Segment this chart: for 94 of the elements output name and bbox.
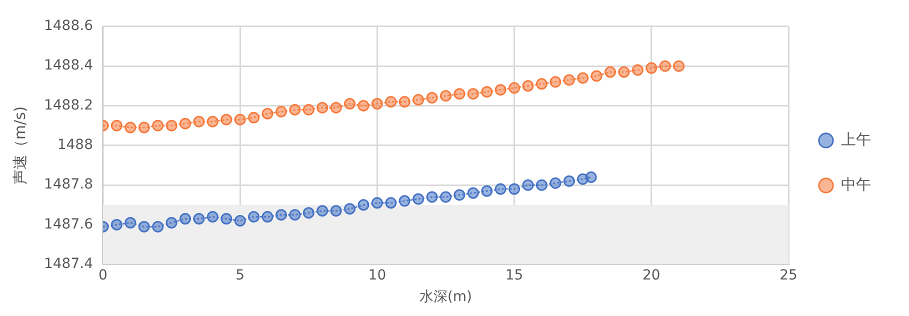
point <box>467 187 479 199</box>
point <box>385 197 397 209</box>
point <box>673 60 685 72</box>
point <box>398 96 410 108</box>
point <box>110 218 122 230</box>
y-tick-label: 1487.8 <box>44 176 93 193</box>
point <box>426 92 438 104</box>
point <box>302 104 314 116</box>
point <box>618 66 630 78</box>
point <box>494 183 506 195</box>
point <box>289 104 301 116</box>
point <box>508 183 520 195</box>
point <box>536 78 548 90</box>
point <box>481 86 493 98</box>
point <box>412 193 424 205</box>
y-tick-label: 1488.2 <box>44 97 93 114</box>
point <box>316 102 328 114</box>
point <box>590 70 602 82</box>
point <box>330 102 342 114</box>
point <box>248 112 260 124</box>
point <box>110 120 122 132</box>
point <box>467 88 479 100</box>
point <box>440 191 452 203</box>
point <box>344 203 356 215</box>
point <box>550 76 562 88</box>
point <box>344 98 356 110</box>
point <box>193 116 205 128</box>
y-tick-label: 1488 <box>57 137 93 154</box>
point <box>563 175 575 187</box>
point <box>536 179 548 191</box>
point <box>454 88 466 100</box>
point <box>152 220 164 232</box>
point <box>398 195 410 207</box>
point <box>316 205 328 217</box>
point <box>563 74 575 86</box>
point <box>508 82 520 94</box>
point <box>166 217 178 228</box>
point <box>522 179 534 191</box>
y-axis-title: 声速（m/s) <box>10 106 29 185</box>
point <box>371 197 383 209</box>
point <box>330 205 342 217</box>
point <box>206 211 218 223</box>
y-tick-label: 1488.6 <box>44 18 94 34</box>
point <box>522 80 534 92</box>
point <box>632 64 644 76</box>
point <box>138 122 150 134</box>
point <box>234 215 246 227</box>
x-tick-label: 25 <box>780 267 798 284</box>
legend-label: 中午 <box>841 175 871 194</box>
point <box>289 209 301 221</box>
point <box>659 60 671 72</box>
x-tick-label: 15 <box>505 267 524 284</box>
point <box>646 62 658 74</box>
x-axis-title: 水深(m) <box>419 289 472 306</box>
point <box>440 90 452 102</box>
point <box>275 209 287 221</box>
point <box>550 177 562 189</box>
x-tick-label: 0 <box>98 267 108 284</box>
point <box>180 118 191 130</box>
point <box>604 66 616 78</box>
point <box>220 213 232 225</box>
x-tick-label: 5 <box>236 267 245 284</box>
point <box>206 116 218 128</box>
point <box>124 217 136 228</box>
point <box>275 106 287 118</box>
x-tick-label: 10 <box>368 267 386 284</box>
point <box>358 100 370 112</box>
point <box>454 189 466 201</box>
point <box>166 120 178 132</box>
x-tick-label: 20 <box>642 267 660 284</box>
y-tick-label: 1487.4 <box>44 256 94 272</box>
point <box>494 84 506 96</box>
point <box>193 213 205 225</box>
point <box>481 185 493 197</box>
point <box>124 122 136 134</box>
point <box>302 207 314 219</box>
point <box>262 108 274 120</box>
point <box>248 211 260 223</box>
point <box>371 98 383 110</box>
y-tick-label: 1488.4 <box>44 58 94 74</box>
point <box>412 94 424 106</box>
point <box>577 72 589 84</box>
point <box>426 191 438 203</box>
point <box>152 120 164 132</box>
point <box>234 114 246 126</box>
legend-label: 上午 <box>841 130 871 148</box>
point <box>138 220 150 232</box>
y-tick-label: 1487.6 <box>44 216 94 232</box>
point <box>262 211 274 223</box>
point <box>180 213 191 225</box>
point <box>220 114 232 126</box>
point <box>585 171 597 183</box>
point <box>385 96 397 108</box>
point <box>358 199 370 211</box>
